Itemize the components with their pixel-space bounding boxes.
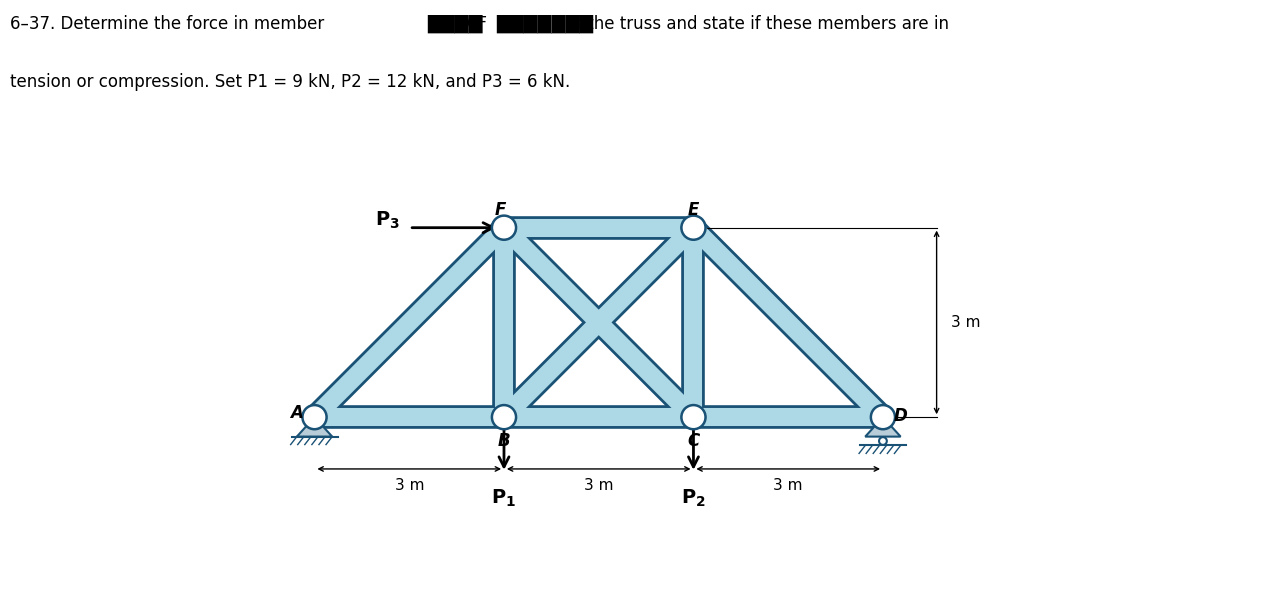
- Circle shape: [494, 407, 514, 427]
- Circle shape: [304, 407, 324, 427]
- Text: D: D: [893, 407, 907, 425]
- Polygon shape: [296, 417, 332, 437]
- Circle shape: [302, 404, 327, 430]
- Circle shape: [873, 407, 893, 427]
- Text: CF: CF: [466, 15, 488, 33]
- Text: 3 m: 3 m: [773, 478, 803, 493]
- Circle shape: [680, 404, 706, 430]
- Text: ███████: ███████: [497, 15, 594, 34]
- Text: C: C: [687, 432, 699, 450]
- Circle shape: [683, 218, 703, 238]
- Text: 3 m: 3 m: [950, 315, 979, 330]
- Text: ████: ████: [427, 15, 483, 34]
- Text: F: F: [495, 201, 507, 219]
- Text: B: B: [498, 432, 511, 450]
- Text: 3 m: 3 m: [394, 478, 424, 493]
- Circle shape: [494, 218, 514, 238]
- Polygon shape: [865, 417, 901, 437]
- Circle shape: [492, 215, 517, 241]
- Circle shape: [683, 407, 703, 427]
- Text: $\mathbf{P_3}$: $\mathbf{P_3}$: [375, 209, 399, 231]
- Circle shape: [492, 404, 517, 430]
- Text: 3 m: 3 m: [584, 478, 613, 493]
- Text: E: E: [688, 201, 699, 219]
- Text: $\mathbf{P_1}$: $\mathbf{P_1}$: [492, 488, 517, 509]
- Text: tension or compression. Set P1 = 9 kN, P2 = 12 kN, and P3 = 6 kN.: tension or compression. Set P1 = 9 kN, P…: [10, 73, 570, 91]
- Text: A: A: [290, 404, 303, 422]
- Text: of the truss and state if these members are in: of the truss and state if these members …: [566, 15, 949, 33]
- Text: 6–37. Determine the force in member: 6–37. Determine the force in member: [10, 15, 324, 33]
- Circle shape: [680, 215, 706, 241]
- Text: $\mathbf{P_2}$: $\mathbf{P_2}$: [682, 488, 706, 509]
- Circle shape: [879, 437, 887, 445]
- Circle shape: [870, 404, 896, 430]
